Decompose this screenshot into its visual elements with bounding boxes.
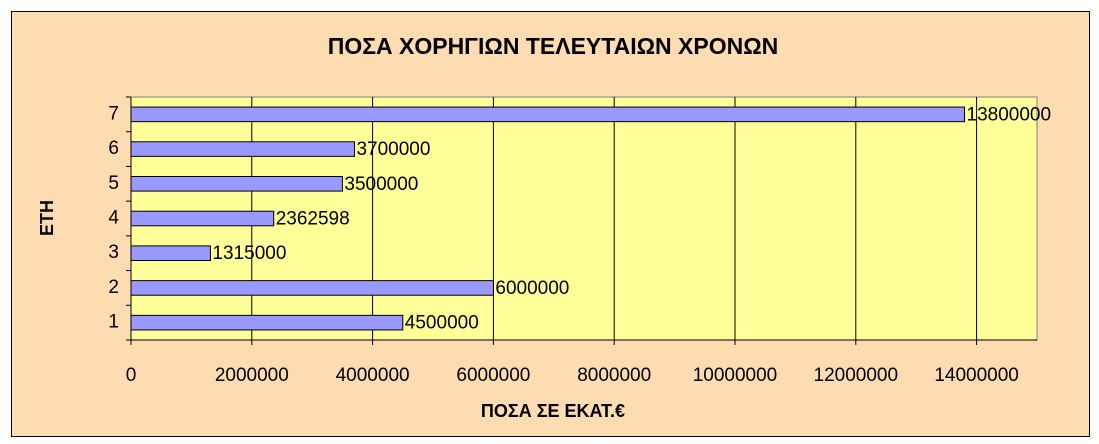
data-label: 13800000	[967, 104, 1052, 125]
bar	[130, 314, 404, 331]
x-tick-label: 4000000	[336, 365, 410, 386]
bar	[130, 280, 494, 296]
plot-area	[130, 96, 1038, 341]
y-axis-label: ΕΤΗ	[37, 200, 57, 236]
bar	[130, 175, 343, 192]
x-tick-label: 0	[126, 365, 137, 386]
y-tick-label: 5	[108, 173, 119, 194]
bar	[130, 106, 966, 123]
x-tick-label: 14000000	[934, 365, 1019, 386]
x-axis-label: ΠΟΣΑ ΣΕ ΕΚΑΤ.€	[481, 401, 625, 421]
data-label: 4500000	[405, 313, 479, 334]
y-tick-label: 1	[108, 312, 119, 333]
y-tick-label: 4	[108, 208, 119, 229]
chart-title: ΠΟΣΑ ΧΟΡΗΓΙΩΝ ΤΕΛΕΥΤΑΙΩΝ ΧΡΟΝΩΝ	[328, 33, 779, 59]
bar	[130, 141, 355, 157]
x-tick-label: 2000000	[215, 365, 289, 386]
data-label: 3700000	[356, 139, 430, 160]
y-tick-label: 2	[108, 277, 119, 298]
data-label: 6000000	[495, 278, 569, 299]
x-tick-label: 12000000	[814, 365, 899, 386]
y-tick-label: 6	[108, 138, 119, 159]
data-label: 1315000	[212, 243, 286, 264]
x-tick-label: 8000000	[577, 365, 651, 386]
y-tick-label: 7	[108, 103, 119, 124]
data-label: 3500000	[344, 174, 418, 195]
x-tick-label: 6000000	[456, 365, 530, 386]
bar	[130, 245, 211, 262]
bar	[130, 210, 275, 227]
data-label: 2362598	[276, 209, 350, 230]
x-tick-label: 10000000	[693, 365, 778, 386]
y-tick-label: 3	[108, 242, 119, 263]
